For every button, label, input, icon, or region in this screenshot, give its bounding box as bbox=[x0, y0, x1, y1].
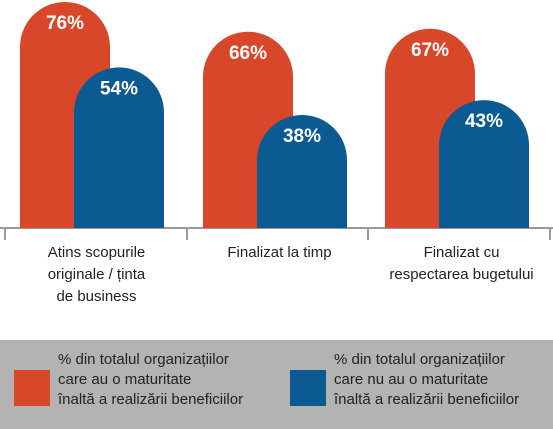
value-label: 66% bbox=[229, 43, 267, 64]
legend-swatch bbox=[290, 370, 326, 406]
bar bbox=[439, 100, 529, 228]
value-label: 67% bbox=[411, 40, 449, 61]
x-tick-label: Atins scopurile originale / ținta de bus… bbox=[47, 244, 146, 305]
bar bbox=[74, 67, 164, 229]
value-label: 43% bbox=[465, 111, 503, 132]
legend-swatch bbox=[14, 370, 50, 406]
legend-label: % din totalul organizațiilor care nu au … bbox=[334, 351, 520, 408]
x-tick-label: Finalizat cu respectarea bugetului bbox=[389, 244, 534, 283]
value-label: 54% bbox=[100, 78, 138, 99]
plot: 76% 54% 66% 38% 67% 43% bbox=[0, 2, 553, 240]
value-label: 76% bbox=[46, 13, 84, 34]
legend-label: % din totalul organizațiilor care au o m… bbox=[58, 351, 244, 408]
value-label: 38% bbox=[283, 126, 321, 147]
x-tick-label: Finalizat la timp bbox=[227, 244, 332, 261]
legend: % din totalul organizațiilor care au o m… bbox=[0, 340, 553, 429]
bar bbox=[257, 115, 347, 228]
